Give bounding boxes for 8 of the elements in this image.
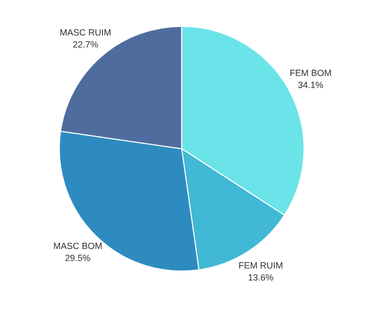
data-label: 22.7% bbox=[72, 39, 98, 50]
slice-label: MASC BOM bbox=[53, 240, 102, 251]
data-label: 29.5% bbox=[65, 252, 91, 263]
slice-label: FEM RUIM bbox=[238, 260, 284, 271]
data-label: 34.1% bbox=[298, 80, 324, 90]
slice-label: MASC RUIM bbox=[60, 27, 112, 38]
data-label: 13.6% bbox=[248, 272, 274, 283]
slice-label: FEM BOM bbox=[290, 68, 332, 78]
